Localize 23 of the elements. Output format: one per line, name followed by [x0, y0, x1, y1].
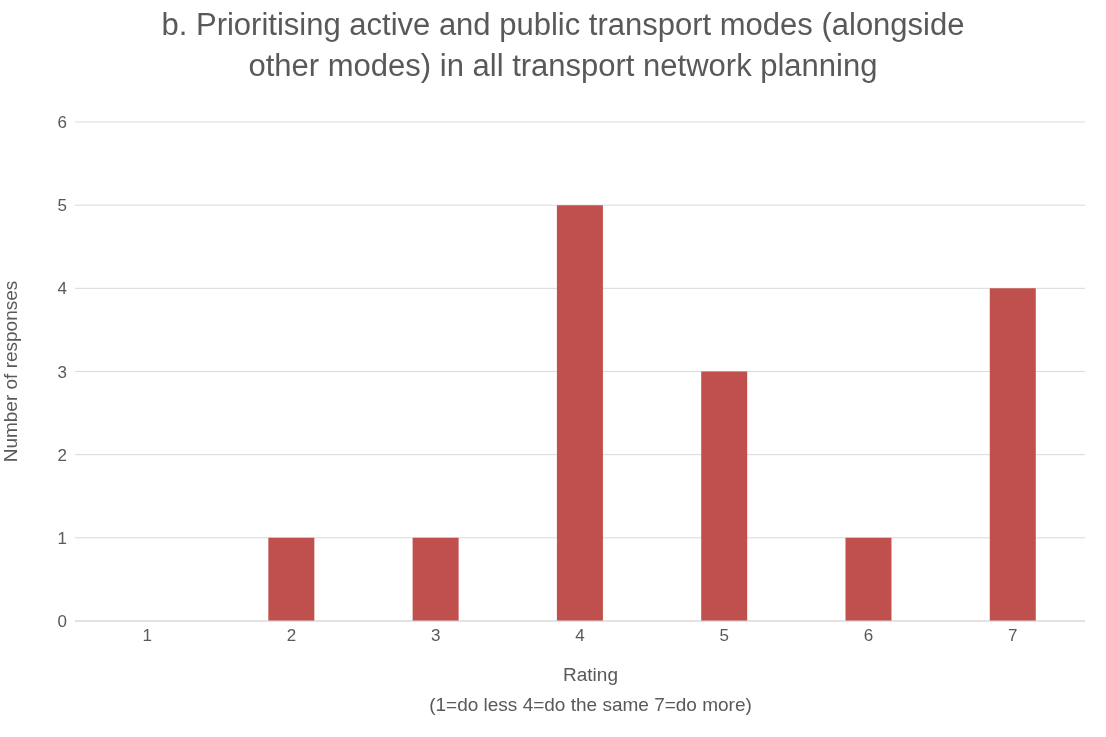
x-tick-label: 5 — [719, 626, 730, 646]
y-tick-label: 6 — [57, 113, 67, 133]
x-tick-label: 2 — [286, 626, 297, 646]
y-tick-label: 3 — [57, 362, 67, 382]
y-tick-label: 1 — [57, 528, 67, 548]
x-tick-label: 7 — [1008, 626, 1018, 646]
y-axis-title: Number of responses — [0, 280, 21, 463]
x-axis-title: Rating (1=do less 4=do the same 7=do more) — [428, 663, 753, 717]
bar — [701, 371, 748, 621]
bar — [845, 537, 892, 621]
bar — [556, 205, 603, 621]
chart-title: b. Prioritising active and public transport modes (alongside other modes) in all transport network planning — [160, 6, 966, 85]
y-tick-label: 2 — [57, 445, 67, 465]
bar — [989, 288, 1036, 621]
y-tick-label: 5 — [57, 196, 67, 216]
x-tick-label: 1 — [142, 626, 152, 646]
x-tick-label: 4 — [575, 626, 585, 646]
bar — [268, 537, 315, 621]
bar — [412, 537, 459, 621]
x-tick-label: 6 — [863, 626, 874, 646]
y-tick-label: 4 — [57, 279, 67, 299]
x-tick-label: 3 — [430, 626, 441, 646]
y-tick-label: 0 — [57, 612, 67, 632]
